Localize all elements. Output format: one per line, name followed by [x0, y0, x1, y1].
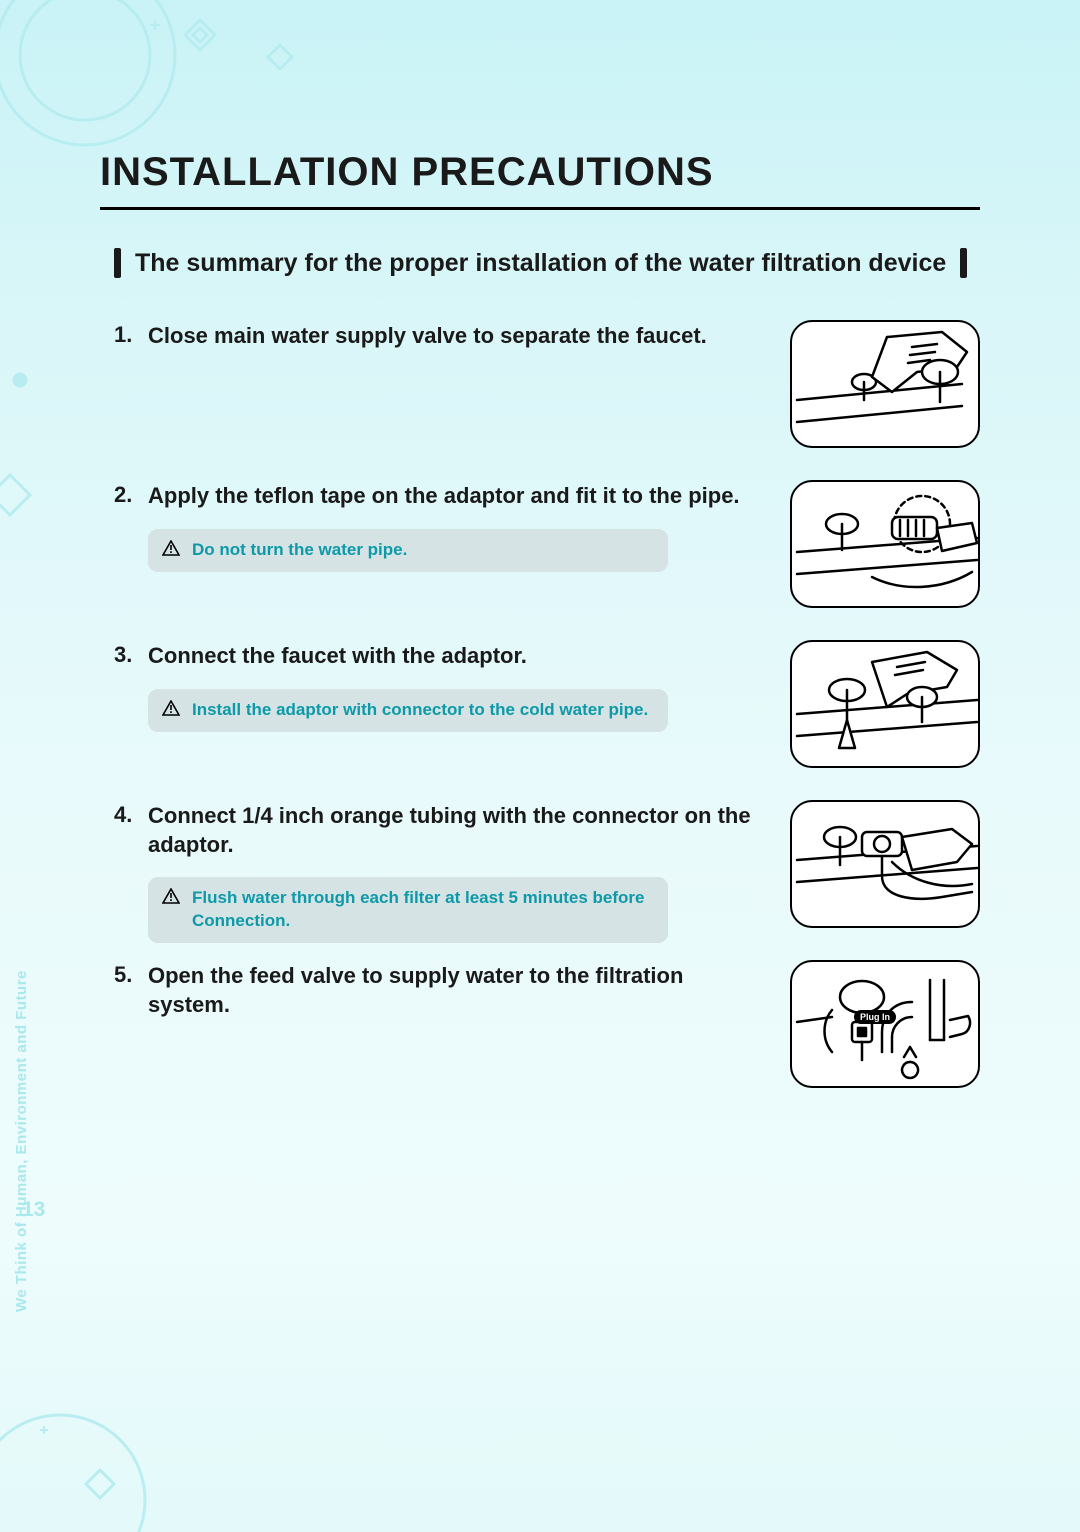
warning-box: Install the adaptor with connector to th… [148, 689, 668, 732]
step-1: 1. Close main water supply valve to sepa… [114, 320, 980, 480]
warning-box: Flush water through each filter at least… [148, 877, 668, 943]
warning-text: Do not turn the water pipe. [192, 539, 407, 562]
step-illustration-4 [790, 800, 980, 928]
step-3: 3. Connect the faucet with the adaptor. … [114, 640, 980, 800]
warning-icon [162, 540, 180, 556]
step-illustration-1 [790, 320, 980, 448]
sub-title: The summary for the proper installation … [135, 249, 946, 278]
step-text: Open the feed valve to supply water to t… [148, 962, 760, 1019]
sub-header: The summary for the proper installation … [114, 248, 980, 278]
warning-icon [162, 700, 180, 716]
step-number: 3. [114, 642, 138, 671]
step-illustration-2 [790, 480, 980, 608]
title-underline [100, 207, 980, 210]
sub-bar-left [114, 248, 121, 278]
warning-box: Do not turn the water pipe. [148, 529, 668, 572]
page-number: 13 [22, 1198, 45, 1222]
step-number: 4. [114, 802, 138, 859]
step-text: Connect 1/4 inch orange tubing with the … [148, 802, 760, 859]
warning-text: Install the adaptor with connector to th… [192, 699, 648, 722]
step-number: 5. [114, 962, 138, 1019]
plugin-label: Plug In [854, 1010, 896, 1024]
step-2: 2. Apply the teflon tape on the adaptor … [114, 480, 980, 640]
step-text: Apply the teflon tape on the adaptor and… [148, 482, 740, 511]
steps-list: 1. Close main water supply valve to sepa… [114, 320, 980, 1090]
step-number: 2. [114, 482, 138, 511]
step-number: 1. [114, 322, 138, 351]
step-4: 4. Connect 1/4 inch orange tubing with t… [114, 800, 980, 960]
step-text: Close main water supply valve to separat… [148, 322, 707, 351]
warning-text: Flush water through each filter at least… [192, 887, 652, 933]
content-area: INSTALLATION PRECAUTIONS The summary for… [100, 150, 980, 1090]
step-illustration-5: Plug In [790, 960, 980, 1088]
step-text: Connect the faucet with the adaptor. [148, 642, 527, 671]
step-5: 5. Open the feed valve to supply water t… [114, 960, 980, 1090]
warning-icon [162, 888, 180, 904]
side-tagline: We Think of Human, Environment and Futur… [13, 970, 30, 1312]
step-illustration-3 [790, 640, 980, 768]
page-title: INSTALLATION PRECAUTIONS [100, 150, 980, 195]
sub-bar-right [960, 248, 967, 278]
